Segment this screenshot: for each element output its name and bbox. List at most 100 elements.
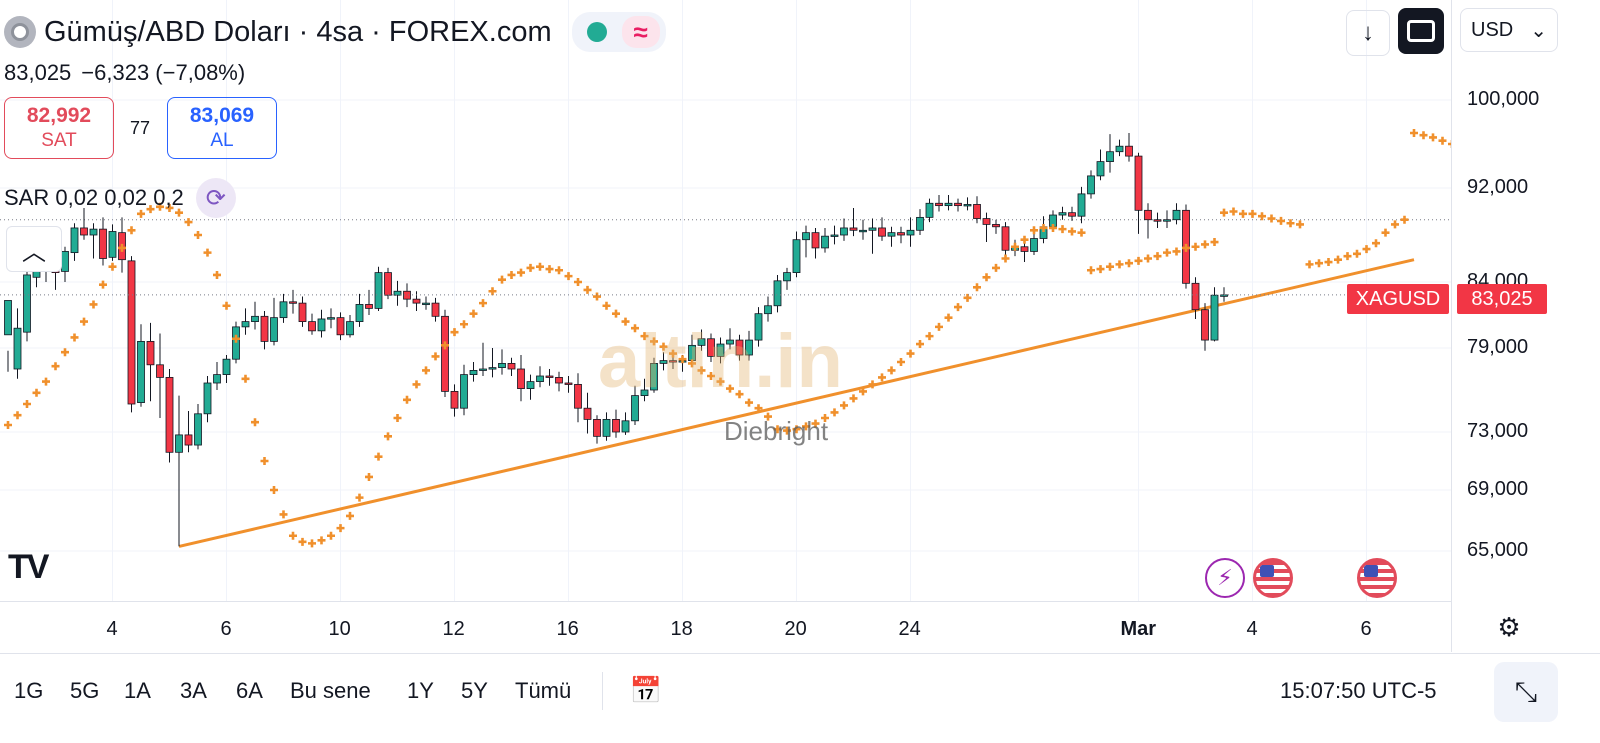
candle-body bbox=[213, 374, 221, 384]
us-flag-event-icon[interactable] bbox=[1357, 558, 1397, 598]
market-status-pill[interactable]: ≈ bbox=[571, 12, 666, 52]
range-1m-button[interactable]: 1A bbox=[124, 678, 151, 703]
chevron-down-icon: ⌄ bbox=[1530, 19, 1547, 42]
lightning-event-icon[interactable]: ⚡ bbox=[1205, 558, 1245, 598]
sar-point bbox=[1125, 259, 1133, 268]
candle-body bbox=[773, 280, 782, 307]
sar-point bbox=[175, 208, 183, 217]
indicator-refresh-icon[interactable]: ⟳ bbox=[195, 178, 236, 218]
sar-point bbox=[631, 324, 639, 333]
sar-point bbox=[1239, 209, 1247, 218]
symbol-price-tag: XAGUSD bbox=[1347, 284, 1449, 314]
candle-body bbox=[545, 375, 554, 378]
candle-body bbox=[1115, 145, 1124, 153]
go-to-date-calendar-icon[interactable]: 📅 bbox=[629, 674, 663, 705]
candle-body bbox=[137, 340, 145, 403]
candle-body bbox=[564, 382, 573, 385]
candle-body bbox=[1134, 155, 1143, 211]
sar-point bbox=[536, 262, 544, 271]
time-tick-label: 4 bbox=[106, 618, 118, 640]
time-tick-label: 10 bbox=[328, 618, 351, 640]
market-open-dot-icon bbox=[578, 16, 616, 48]
candle-body bbox=[289, 301, 297, 304]
range-all-button[interactable]: Tümü bbox=[515, 678, 572, 703]
price-chart[interactable] bbox=[0, 0, 1451, 652]
download-button[interactable]: ↓ bbox=[1346, 10, 1390, 56]
sar-point bbox=[1144, 254, 1152, 263]
collapse-legend-button[interactable]: ︿ bbox=[6, 226, 62, 272]
range-5d-button[interactable]: 5G bbox=[70, 678, 100, 703]
sar-point bbox=[1277, 216, 1285, 225]
us-flag-event-icon[interactable] bbox=[1253, 558, 1293, 598]
candle-body bbox=[735, 339, 744, 356]
currency-value: USD bbox=[1471, 18, 1514, 41]
sar-point bbox=[1039, 223, 1048, 232]
sar-point bbox=[1153, 252, 1162, 261]
sar-point bbox=[393, 414, 402, 422]
sar-point bbox=[1106, 262, 1114, 271]
sar-point bbox=[640, 332, 649, 341]
sar-point bbox=[735, 390, 744, 399]
sar-point bbox=[1030, 226, 1038, 235]
watermark-author: Diebright bbox=[724, 416, 829, 446]
sar-point bbox=[441, 341, 449, 350]
sar-point bbox=[346, 511, 354, 520]
sar-point bbox=[251, 418, 259, 427]
candle-body bbox=[840, 227, 848, 236]
sar-point bbox=[431, 352, 440, 361]
candle-body bbox=[175, 434, 183, 453]
sar-point bbox=[1400, 215, 1409, 224]
range-5y-button[interactable]: 5Y bbox=[461, 678, 488, 703]
sar-point bbox=[1343, 252, 1352, 261]
sar-point bbox=[1305, 260, 1314, 269]
candle-body bbox=[99, 228, 107, 259]
buy-label: AL bbox=[210, 130, 234, 151]
candle-body bbox=[184, 434, 193, 446]
sar-point bbox=[203, 248, 212, 257]
candle-body bbox=[13, 327, 22, 370]
candle-body bbox=[1153, 219, 1162, 222]
sar-point bbox=[650, 337, 658, 346]
sar-point bbox=[32, 388, 41, 397]
sar-point bbox=[1001, 254, 1010, 263]
sar-point bbox=[669, 349, 677, 358]
sar-point bbox=[222, 301, 231, 310]
sar-point bbox=[1267, 214, 1276, 223]
sar-point bbox=[773, 425, 782, 434]
buy-button[interactable]: 83,069 AL bbox=[167, 97, 277, 159]
range-1d-button[interactable]: 1G bbox=[14, 678, 44, 703]
sar-point bbox=[80, 317, 88, 326]
trendline[interactable] bbox=[178, 258, 1415, 548]
clock-timezone[interactable]: 15:07:50 UTC-5 bbox=[1280, 678, 1437, 703]
sar-point bbox=[906, 349, 915, 358]
candle-body bbox=[270, 317, 278, 342]
settings-gear-icon[interactable]: ⚙ bbox=[1497, 611, 1521, 642]
layout-button[interactable] bbox=[1398, 8, 1444, 54]
sar-point bbox=[232, 334, 240, 343]
currency-select[interactable]: USD ⌄ bbox=[1460, 8, 1558, 52]
support-trendline[interactable] bbox=[178, 258, 1415, 548]
range-3m-button[interactable]: 3A bbox=[180, 678, 207, 703]
candle-body bbox=[802, 232, 810, 241]
candle-body bbox=[80, 227, 88, 236]
candle-body bbox=[868, 227, 877, 231]
sar-point bbox=[1248, 209, 1257, 218]
chart-title[interactable]: Gümüş/ABD Doları · 4sa · FOREX.com bbox=[44, 15, 552, 48]
sar-indicator-label[interactable]: SAR 0,02 0,02 0,2 bbox=[4, 185, 184, 210]
symbol-header: Gümüş/ABD Doları · 4sa · FOREX.com ≈ bbox=[4, 12, 666, 52]
candle-body bbox=[61, 251, 69, 272]
fullscreen-exit-button[interactable]: ⤡ bbox=[1494, 662, 1558, 722]
spread-value: 77 bbox=[130, 118, 151, 138]
range-ytd-button[interactable]: Bu sene bbox=[290, 678, 371, 703]
time-tick-label: 6 bbox=[1360, 618, 1372, 640]
sar-point bbox=[1134, 256, 1143, 265]
range-6m-button[interactable]: 6A bbox=[236, 678, 263, 703]
sell-button[interactable]: 82,992 SAT bbox=[4, 97, 114, 159]
sar-point bbox=[479, 299, 487, 308]
range-1y-button[interactable]: 1Y bbox=[407, 678, 434, 703]
candle-body bbox=[498, 362, 506, 368]
candle-body bbox=[963, 204, 972, 207]
candle-body bbox=[555, 376, 563, 384]
tradingview-logo[interactable]: TV bbox=[8, 548, 49, 586]
sar-point bbox=[982, 273, 991, 282]
